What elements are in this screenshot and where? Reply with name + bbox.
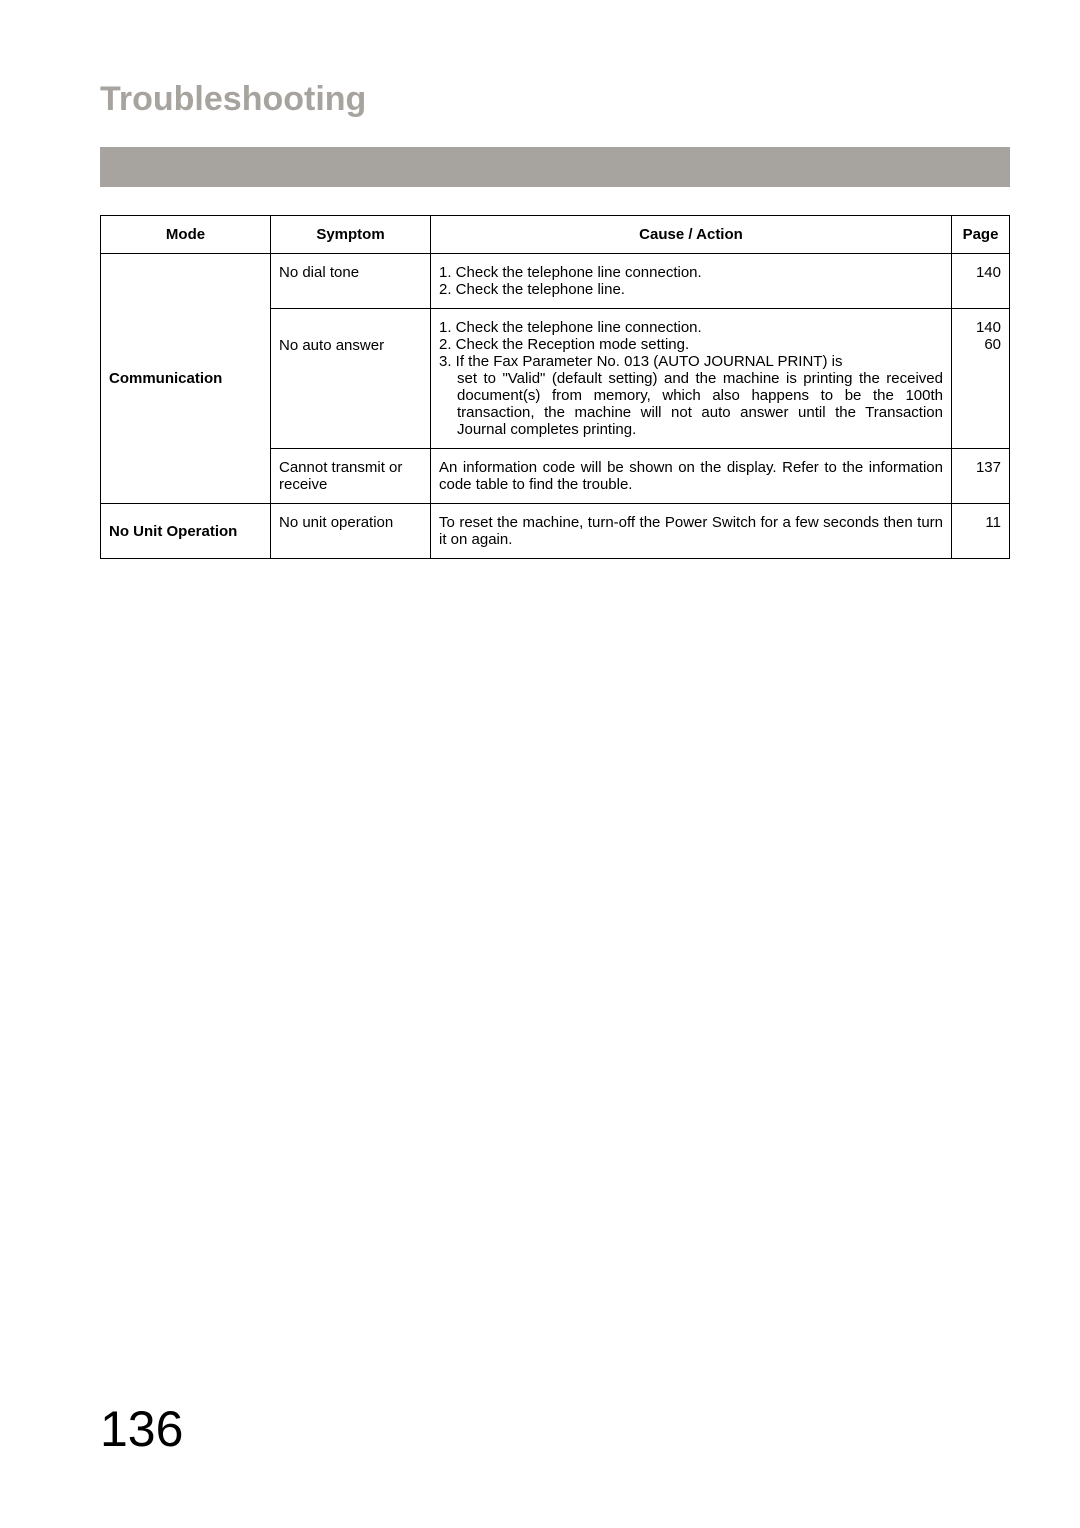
gray-bar <box>100 147 1010 187</box>
cell-mode-communication: Communication <box>101 254 271 504</box>
cause-subline: set to "Valid" (default setting) and the… <box>439 370 943 438</box>
cause-line: 2. Check the Reception mode setting. <box>439 336 943 353</box>
header-page: Page <box>952 216 1010 254</box>
cell-page: 140 60 <box>952 309 1010 449</box>
cause-line: 1. Check the telephone line connection. <box>439 319 943 336</box>
cell-symptom: Cannot transmit or receive <box>271 449 431 504</box>
cell-symptom: No auto answer <box>271 309 431 449</box>
cell-page: 11 <box>952 504 1010 559</box>
header-mode: Mode <box>101 216 271 254</box>
cell-mode-nounit: No Unit Operation <box>101 504 271 559</box>
cause-line: 1. Check the telephone line connection. <box>439 264 943 281</box>
page-ref: 140 <box>960 319 1001 336</box>
cell-page: 140 <box>952 254 1010 309</box>
cell-page: 137 <box>952 449 1010 504</box>
table-row: No Unit Operation No unit operation To r… <box>101 504 1010 559</box>
page-ref: 60 <box>960 336 1001 353</box>
page-container: Troubleshooting Mode Symptom Cause / Act… <box>0 0 1080 1528</box>
page-number: 136 <box>100 1400 183 1458</box>
cell-cause: 1. Check the telephone line connection. … <box>431 254 952 309</box>
table-header-row: Mode Symptom Cause / Action Page <box>101 216 1010 254</box>
header-cause: Cause / Action <box>431 216 952 254</box>
cause-line: 2. Check the telephone line. <box>439 281 943 298</box>
cell-symptom: No dial tone <box>271 254 431 309</box>
cell-symptom: No unit operation <box>271 504 431 559</box>
cell-cause: An information code will be shown on the… <box>431 449 952 504</box>
troubleshooting-table: Mode Symptom Cause / Action Page Communi… <box>100 215 1010 559</box>
page-title: Troubleshooting <box>100 80 1010 119</box>
cell-cause: 1. Check the telephone line connection. … <box>431 309 952 449</box>
header-symptom: Symptom <box>271 216 431 254</box>
table-row: Communication No dial tone 1. Check the … <box>101 254 1010 309</box>
cause-line: 3. If the Fax Parameter No. 013 (AUTO JO… <box>439 353 943 370</box>
cell-cause: To reset the machine, turn-off the Power… <box>431 504 952 559</box>
